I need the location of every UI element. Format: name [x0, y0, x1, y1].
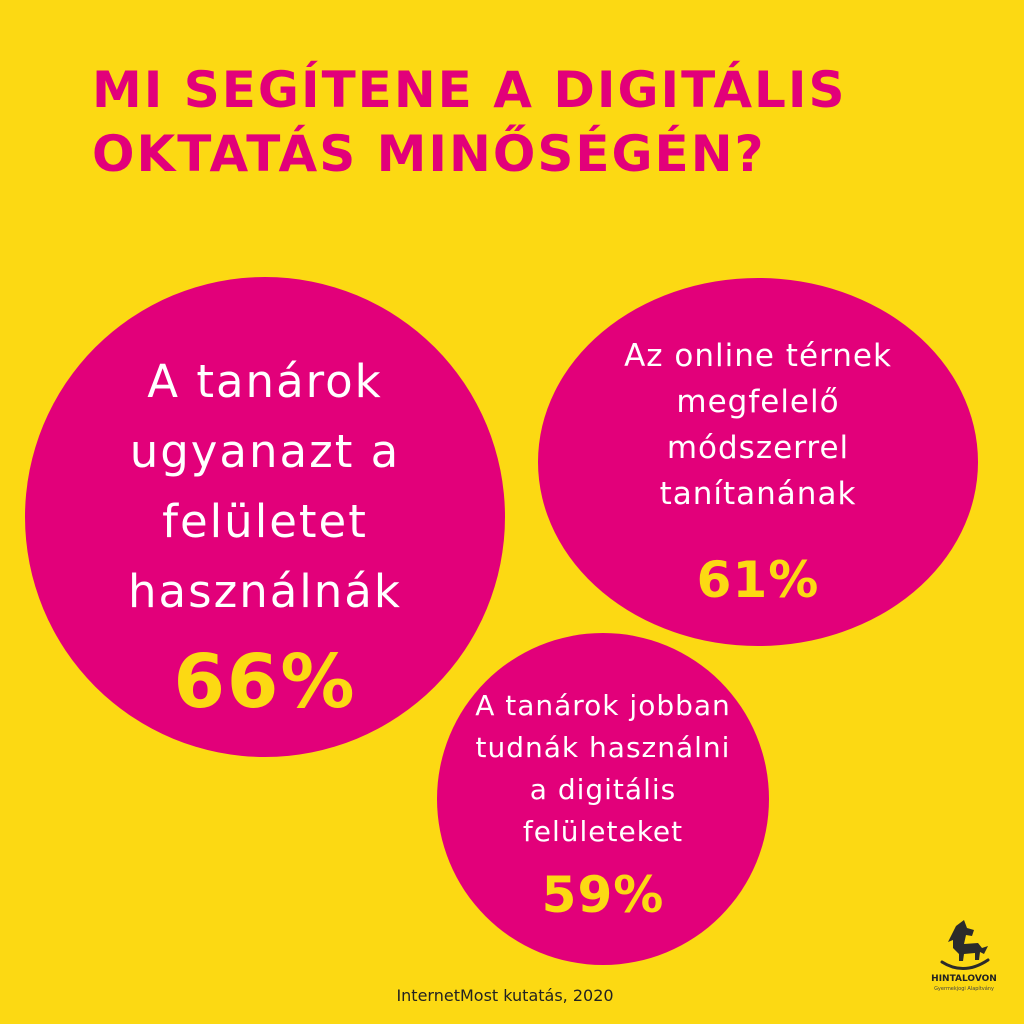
stat-bubble-online-methods: Az online térnek megfelelő módszerrel ta… — [538, 278, 978, 646]
hintalovon-logo: HINTALOVON Gyermekjogi Alapítvány — [924, 918, 1004, 998]
statement-line: felületet — [162, 495, 368, 548]
stat-percent: 61% — [696, 551, 820, 609]
statement-line: A tanárok jobban — [475, 689, 731, 722]
stat-statement: Az online térnek megfelelő módszerrel ta… — [538, 333, 978, 517]
logo-tagline: Gyermekjogi Alapítvány — [934, 986, 994, 992]
statement-line: módszerrel — [666, 430, 850, 466]
statement-line: ugyanazt a — [129, 425, 401, 478]
statement-line: megfelelő — [676, 384, 840, 420]
stat-percent: 59% — [541, 866, 665, 924]
statement-line: felületeket — [522, 815, 684, 848]
statement-line: tudnák használni — [475, 731, 731, 764]
statement-line: tanítanának — [659, 476, 857, 512]
title-line-2: OKTATÁS MINŐSÉGÉN? — [92, 125, 766, 183]
stat-statement: A tanárok jobban tudnák használni a digi… — [437, 685, 769, 853]
statement-line: használnák — [128, 565, 402, 618]
source-caption: InternetMost kutatás, 2020 — [396, 986, 614, 1005]
stat-percent: 66% — [173, 639, 357, 725]
logo-name: HINTALOVON — [931, 974, 997, 984]
title-line-1: MI SEGÍTENE A DIGITÁLIS — [92, 61, 847, 119]
stat-bubble-digital-skills: A tanárok jobban tudnák használni a digi… — [437, 633, 769, 965]
page-title: MI SEGÍTENE A DIGITÁLIS OKTATÁS MINŐSÉGÉ… — [92, 58, 972, 186]
statement-line: a digitális — [529, 773, 677, 806]
rocking-horse-icon — [940, 920, 990, 970]
stat-statement: A tanárok ugyanazt a felületet használná… — [25, 347, 505, 627]
statement-line: A tanárok — [147, 355, 383, 408]
stat-bubble-same-platform: A tanárok ugyanazt a felületet használná… — [25, 277, 505, 757]
statement-line: Az online térnek — [624, 338, 892, 374]
